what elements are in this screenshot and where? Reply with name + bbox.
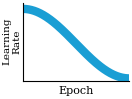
Y-axis label: Learning
Rate: Learning Rate xyxy=(3,18,22,65)
X-axis label: Epoch: Epoch xyxy=(58,86,94,96)
